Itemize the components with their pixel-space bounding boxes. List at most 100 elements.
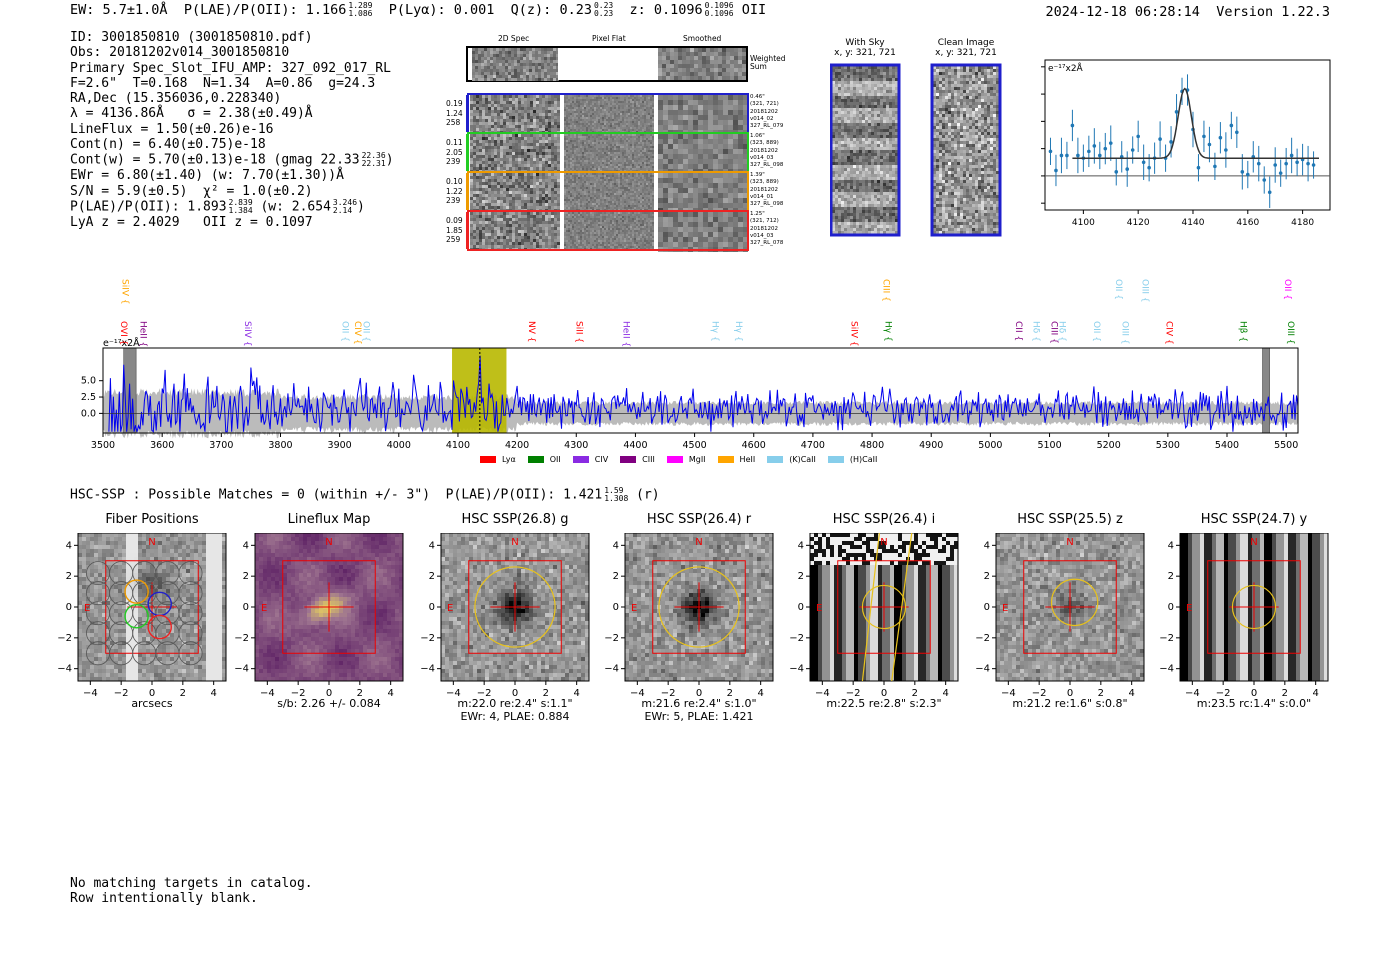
z-value: z: 0.1096: [629, 2, 703, 18]
hsc-xtick-label: −4: [1001, 688, 1016, 699]
hsc-xtick-label: 0: [1067, 688, 1073, 699]
plae-hi: 1.289: [348, 1, 373, 10]
hsc-panel-title: HSC SSP(26.8) g: [461, 512, 569, 527]
hsc-ytick-label: 0: [613, 602, 619, 613]
zoom-point: [1256, 161, 1261, 166]
hsc-xtick-label: −2: [1032, 688, 1047, 699]
zoom-point: [1158, 137, 1162, 141]
hsc-xtick-label: 2: [543, 688, 549, 699]
legend-item: CIII: [620, 455, 655, 464]
spectrum-ytick-label: 2.5: [81, 392, 96, 403]
spectrum-line-label-upper: OIII {: [1139, 279, 1149, 303]
legend-item: Lyα: [480, 455, 516, 464]
hsc-xtick-label: 0: [881, 688, 887, 699]
north-label: N: [511, 537, 518, 548]
zoom-point: [1103, 146, 1108, 151]
zoom-xtick-label: 4120: [1127, 218, 1150, 228]
fiber-circle: [178, 641, 203, 666]
hsc-ytick-label: −4: [57, 664, 72, 675]
weighted-pixelflat: [558, 48, 656, 80]
fiber-circle: [178, 561, 203, 586]
legend-label: (H)CaII: [849, 455, 878, 464]
north-label: N: [325, 537, 332, 548]
hsc-panel-sub2: EWr: 5, PLAE: 1.421: [644, 710, 754, 723]
cutout-row-left-0: 0.19 1.24 258: [446, 99, 463, 127]
hsc-xtick-label: 2: [1282, 688, 1288, 699]
hsc-xtick-label: 2: [912, 688, 918, 699]
spectrum-xtick-label: 4600: [742, 440, 766, 451]
q-hi: 0.23: [593, 1, 614, 10]
hsc-panel-title: Lineflux Map: [287, 512, 371, 527]
spectrum-line-label-lower: CII {: [1013, 321, 1023, 341]
zoom-point: [1076, 153, 1080, 158]
spectrum-line-label-lower: SiIV {: [848, 321, 858, 347]
spectrum-xtick-label: 4800: [860, 440, 884, 451]
hsc-xtick-label: 0: [149, 688, 155, 699]
info-zline: LyA z = 2.4029 OII z = 0.1097: [70, 214, 313, 230]
legend-swatch: [666, 456, 683, 463]
zoom-point: [1169, 140, 1173, 144]
zoom-point: [1054, 168, 1058, 173]
cutout-row-right-3: 1.25" (321, 712) 20181202 v014_03 327_RL…: [750, 211, 784, 247]
legend-swatch: [767, 456, 784, 463]
cutout-2dspec-0: [470, 95, 560, 134]
hsc-aperture-box: [1023, 560, 1117, 654]
hsc-panel-title: HSC SSP(26.4) r: [646, 512, 752, 527]
cutout-smoothed-1: [658, 134, 748, 174]
zoom-point: [1289, 153, 1294, 158]
hsc-panel-image: N E −4 −4 −2 −2 0 0 2 2 4 4: [975, 533, 1145, 699]
zoom-point: [1136, 134, 1140, 139]
with-sky-image: [832, 66, 898, 234]
spectrum-xtick-label: 3900: [328, 440, 352, 451]
spectrum-line-label-lower: Hβ {: [1238, 321, 1248, 342]
spectrum-xtick-label: 3500: [91, 440, 115, 451]
cutout-smoothed-3: [658, 212, 748, 252]
hsc-ytick-label: −4: [604, 664, 619, 675]
zoom-point: [1070, 123, 1075, 128]
info-id: ID: 3001850810 (3001850810.pdf): [70, 30, 313, 45]
spectrum-line-label-lower: OVI {: [118, 321, 128, 345]
timestamp-version: 2024-12-18 06:28:14 Version 1.22.3: [1046, 4, 1331, 20]
zoom-xtick-label: 4140: [1182, 218, 1205, 228]
hsc-ytick-label: 0: [243, 602, 249, 613]
spectrum-xtick-label: 4700: [801, 440, 825, 451]
hsc-xtick-label: −2: [477, 688, 492, 699]
fiber-circle: [178, 581, 203, 606]
hsc-xtick-label: −2: [291, 688, 306, 699]
weighted-sum-frame: [466, 46, 748, 82]
legend-swatch: [717, 456, 734, 463]
footer-line2: Row intentionally blank.: [70, 891, 258, 906]
hsc-ytick-label: 0: [798, 602, 804, 613]
hsc-aperture-box: [105, 560, 199, 654]
zoom-point: [1207, 142, 1212, 147]
spectrum-xtick-label: 5000: [978, 440, 1002, 451]
cutout-row-marker-2: [466, 173, 469, 210]
spectrum-line-label-lower: OIII {: [1285, 321, 1295, 345]
zoom-point: [1087, 149, 1091, 154]
zoom-point: [1262, 178, 1267, 182]
hsc-ytick-label: −4: [234, 664, 249, 675]
legend-label: OII: [549, 455, 561, 464]
zoom-point: [1240, 170, 1245, 174]
q-lo: 0.23: [593, 9, 614, 18]
hsc-panel-image: N E −4 −4 −2 −2 0 0 2 2 4 4: [1159, 533, 1329, 699]
spectrum-line-label-lower: CIII {: [1048, 321, 1058, 344]
full-spectrum-chart: 0.0 2.5 5.0 3500 3600 3700 3800 3900 4000 4100 420…: [81, 279, 1299, 451]
hsc-panel-sub1: m:21.2 re:1.6" s:0.8": [1012, 697, 1128, 710]
zoom-point: [1311, 163, 1316, 167]
hsc-image-pixels: [625, 533, 773, 681]
hsc-xtick-label: −2: [661, 688, 676, 699]
ew-value: EW: 5.7±1.0Å: [70, 2, 168, 18]
spectrum-line: [108, 355, 1299, 433]
hsc-xtick-label: 0: [512, 688, 518, 699]
spectrum-xtick-label: 4100: [446, 440, 470, 451]
hsc-ytick-label: −4: [789, 664, 804, 675]
zoom-point: [1224, 148, 1228, 152]
east-label: E: [1186, 603, 1192, 614]
info-obs: Obs: 20181202v014_3001850810: [70, 45, 290, 61]
cutout-row-right-2: 1.39" (323, 889) 20181202 v014_01 327_RL…: [750, 172, 784, 208]
cutout-smoothed-2: [658, 173, 748, 213]
cutout-smoothed-0: [658, 95, 748, 135]
legend-item: CIV: [572, 455, 608, 464]
hsc-ytick-label: 2: [613, 571, 619, 582]
